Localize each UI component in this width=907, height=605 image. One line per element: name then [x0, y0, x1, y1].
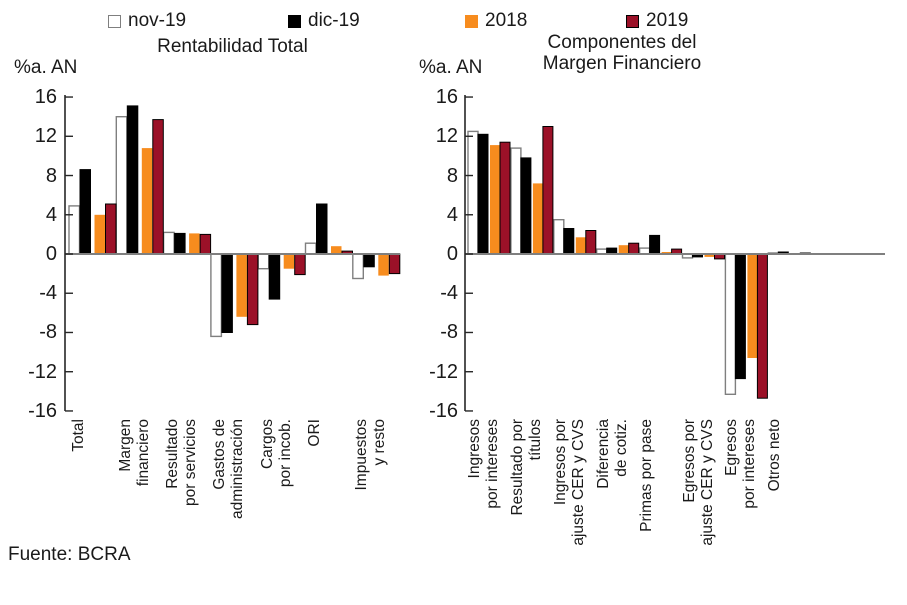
bar-2018 [704, 254, 715, 257]
legend-item-2019: 2019 [626, 10, 688, 32]
bar-2018 [618, 245, 629, 254]
legend-item-2018: 2018 [465, 10, 527, 32]
bar-2019 [199, 233, 212, 255]
bar-2018 [189, 233, 200, 254]
bar-2019 [585, 230, 597, 255]
legend-swatch [465, 14, 478, 28]
bar-2018 [283, 254, 295, 269]
bar-2019 [542, 126, 554, 255]
bar-nov-19 [304, 242, 317, 255]
bar-dic-19 [477, 133, 489, 255]
legend-item-dic-19: dic-19 [288, 10, 360, 32]
legend-swatch [626, 14, 639, 28]
legend-label: 2019 [646, 10, 689, 31]
legend-swatch [288, 14, 301, 28]
bar-2018 [141, 148, 153, 254]
bar-2019 [388, 253, 401, 275]
bar-2019 [246, 253, 259, 326]
bar-2018 [747, 254, 758, 358]
legend-swatch [108, 14, 121, 28]
bar-2019 [105, 203, 117, 255]
left-chart-title: Rentabilidad Total [157, 36, 308, 57]
bar-2019 [152, 119, 164, 255]
bar-nov-19 [724, 253, 737, 396]
bar-2018 [490, 145, 500, 254]
bar-2018 [575, 237, 586, 254]
bar-dic-19 [79, 169, 91, 255]
bar-dic-19 [649, 234, 661, 255]
bar-2018 [532, 183, 543, 254]
bar-nov-19 [115, 115, 128, 255]
legend-label: dic-19 [308, 10, 360, 31]
right-y-axis-unit-label: %a. AN [419, 57, 483, 78]
bar-dic-19 [268, 253, 281, 300]
bar-2019 [499, 141, 511, 255]
bar-nov-19 [68, 205, 81, 255]
bar-nov-19 [467, 130, 479, 255]
bar-dic-19 [174, 232, 186, 255]
legend-item-nov-19: nov-19 [108, 10, 186, 32]
bar-nov-19 [210, 253, 223, 338]
bar-2018 [236, 254, 247, 317]
bar-dic-19 [316, 203, 328, 255]
bar-dic-19 [563, 228, 575, 255]
bar-nov-19 [162, 231, 175, 255]
bar-dic-19 [126, 105, 139, 255]
bar-2018 [94, 214, 105, 254]
bar-2019 [628, 242, 640, 255]
bar-nov-19 [352, 253, 364, 280]
bar-2019 [294, 253, 306, 276]
right-chart-title: Componentes del Margen Financiero [542, 32, 702, 74]
source-note: Fuente: BCRA [8, 544, 131, 565]
bar-nov-19 [257, 253, 270, 270]
chart-legend: nov-19 dic-19 2018 2019 [0, 0, 907, 34]
left-y-axis-unit-label: %a. AN [14, 57, 78, 78]
bar-nov-19 [553, 218, 565, 255]
legend-label: 2018 [485, 10, 528, 31]
bar-2018 [331, 246, 342, 254]
bar-dic-19 [221, 253, 233, 333]
bar-dic-19 [520, 157, 532, 255]
legend-label: nov-19 [128, 10, 187, 31]
bar-dic-19 [363, 253, 375, 268]
bar-2019 [756, 253, 768, 399]
bar-dic-19 [734, 253, 746, 380]
bar-2018 [378, 254, 389, 276]
bar-nov-19 [510, 147, 522, 255]
